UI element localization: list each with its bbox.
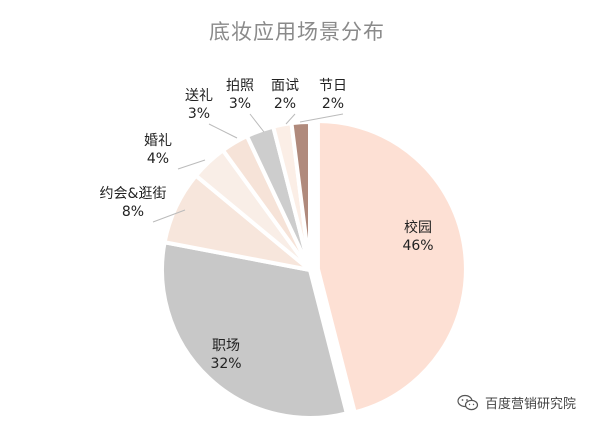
slice-label-5: 拍照 xyxy=(226,78,254,94)
slice-value-3: 4% xyxy=(147,151,169,167)
leader-line-3 xyxy=(177,159,206,170)
leader-line-2 xyxy=(152,209,186,223)
slice-value-1: 32% xyxy=(210,356,241,372)
slice-value-6: 2% xyxy=(274,96,296,112)
slice-label-0: 校园 xyxy=(404,219,432,236)
pie-slice-0 xyxy=(315,118,468,415)
slice-label-2: 约会&逛街 xyxy=(100,186,167,202)
slice-value-7: 2% xyxy=(322,96,344,112)
leader-line-6 xyxy=(285,113,296,125)
slice-label-4: 送礼 xyxy=(185,88,213,104)
leader-line-5 xyxy=(249,113,265,133)
slice-label-3: 婚礼 xyxy=(144,133,172,149)
slice-label-6: 面试 xyxy=(271,78,299,94)
slice-label-1: 职场 xyxy=(212,338,240,354)
slice-value-4: 3% xyxy=(188,106,210,122)
slice-value-5: 3% xyxy=(229,96,251,112)
slice-value-2: 8% xyxy=(122,204,144,220)
chart-title: 底妆应用场景分布 xyxy=(209,20,385,44)
wechat-icon xyxy=(457,394,479,410)
slice-value-0: 46% xyxy=(402,238,433,254)
pie-labels: 校园 46% 职场 32% 约会&逛街 8% 婚礼 4% 送礼 3% 拍照 3% 面试 2% 节日 2% xyxy=(100,78,434,372)
watermark: 百度营销研究院 xyxy=(457,393,576,412)
pie-slice-1 xyxy=(160,239,350,420)
leader-line-7 xyxy=(299,113,344,123)
pie-slices xyxy=(160,118,468,420)
slice-label-7: 节日 xyxy=(319,78,347,94)
watermark-text: 百度营销研究院 xyxy=(484,397,576,412)
leader-line-4 xyxy=(208,123,238,139)
